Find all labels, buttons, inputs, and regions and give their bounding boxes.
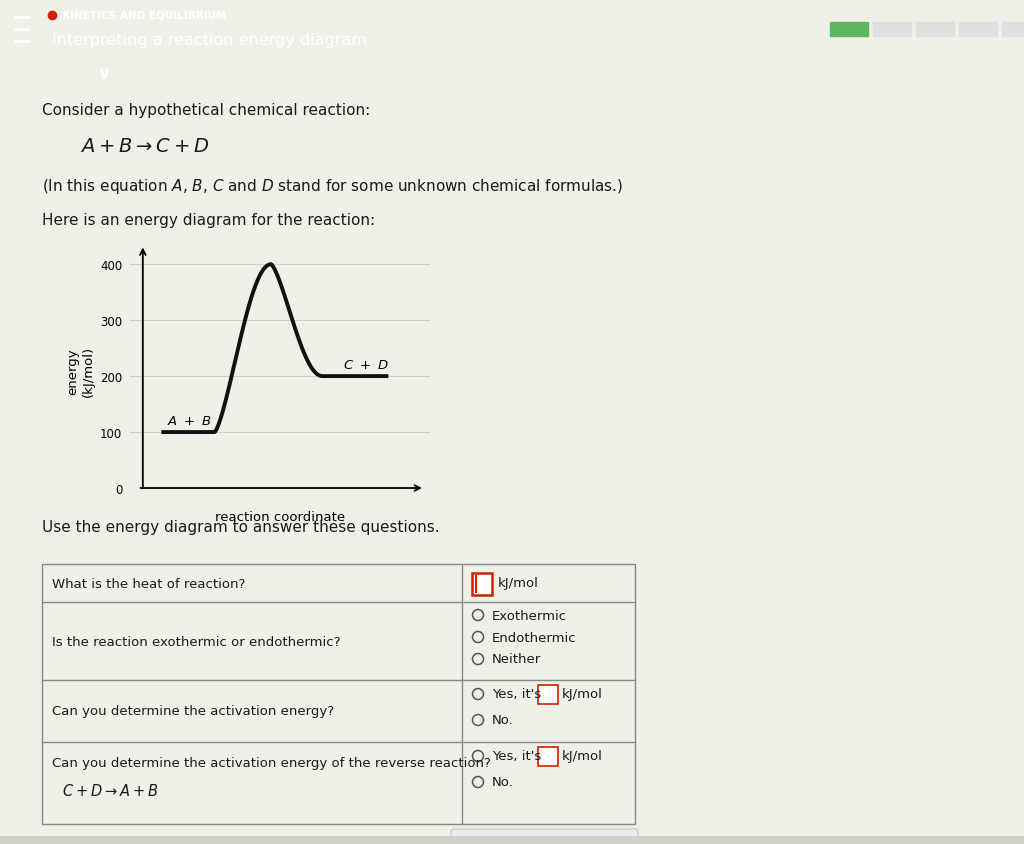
Y-axis label: energy
(kJ/mol): energy (kJ/mol) [67,345,94,397]
Text: $A\ +\ B$: $A\ +\ B$ [167,414,211,428]
Text: Yes, it's: Yes, it's [492,749,542,763]
Bar [873,23,911,37]
Text: No.: No. [492,776,514,788]
Text: Endothermic: Endothermic [492,630,577,644]
Text: Use the energy diagram to answer these questions.: Use the energy diagram to answer these q… [42,519,439,534]
Text: KINETICS AND EQUILIBRIUM: KINETICS AND EQUILIBRIUM [62,11,226,21]
Text: kJ/mol: kJ/mol [562,688,603,701]
Text: $C+D \rightarrow A+B$: $C+D \rightarrow A+B$ [62,782,159,798]
X-axis label: reaction coordinate: reaction coordinate [215,511,345,524]
Bar [538,747,558,766]
Text: ∨: ∨ [96,65,111,83]
Text: Can you determine the activation energy?: Can you determine the activation energy? [52,705,334,717]
Text: $A + B \rightarrow C + D$: $A + B \rightarrow C + D$ [80,137,209,156]
Bar [916,23,954,37]
Text: $C\ +\ D$: $C\ +\ D$ [343,359,388,372]
Bar [538,685,558,704]
Text: No.: No. [492,714,514,727]
Bar [0,836,1024,844]
Bar [42,565,635,824]
Text: Is the reaction exothermic or endothermic?: Is the reaction exothermic or endothermi… [52,635,341,647]
Bar [830,23,868,37]
Text: Yes, it's: Yes, it's [492,688,542,701]
Text: Here is an energy diagram for the reaction:: Here is an energy diagram for the reacti… [42,213,375,228]
Bar [472,573,492,595]
Bar [959,23,997,37]
Text: Can you determine the activation energy of the reverse reaction?: Can you determine the activation energy … [52,756,490,769]
Text: (In this equation $A$, $B$, $C$ and $D$ stand for some unknown chemical formulas: (In this equation $A$, $B$, $C$ and $D$ … [42,176,624,196]
Text: Interpreting a reaction energy diagram: Interpreting a reaction energy diagram [52,32,367,47]
Text: Consider a hypothetical chemical reaction:: Consider a hypothetical chemical reactio… [42,103,371,118]
Text: Exothermic: Exothermic [492,609,567,622]
Bar [1002,23,1024,37]
FancyBboxPatch shape [451,829,638,844]
Text: kJ/mol: kJ/mol [498,576,539,590]
Text: What is the heat of reaction?: What is the heat of reaction? [52,576,246,590]
Text: Neither: Neither [492,652,542,666]
Text: kJ/mol: kJ/mol [562,749,603,763]
